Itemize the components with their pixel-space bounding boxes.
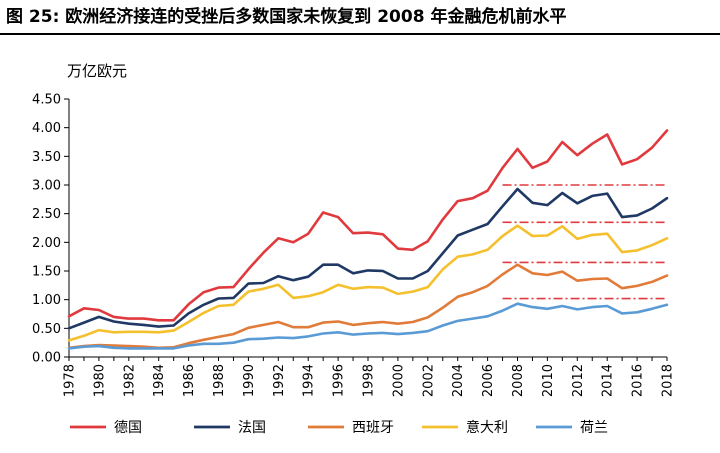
y-tick-label: 2.00: [32, 236, 61, 251]
x-tick-label: 2002: [421, 364, 436, 397]
y-tick-label: 0.50: [32, 322, 61, 337]
reference-lines: [502, 184, 667, 300]
x-tick-label: 1992: [272, 364, 287, 397]
series-lines: [67, 129, 669, 350]
y-tick-label: 1.50: [32, 265, 61, 280]
x-tick-label: 1978: [63, 364, 78, 397]
y-axis: 0.00 0.50 1.00 1.50 2.00 2.50 3.00 3.50 4.00 4.50: [32, 93, 70, 366]
x-tick-label: 2004: [451, 364, 466, 397]
series-line: [67, 224, 669, 342]
x-tick-label: 2006: [481, 364, 496, 397]
figure-title: 图 25: 欧洲经济接连的受挫后多数国家未恢复到 2008 年金融危机前水平: [6, 7, 567, 27]
line-chart: 万亿欧元 0.00 0.50 1.00 1.50 2.00 2.50 3.00 3.50 4.0…: [32, 62, 676, 436]
legend-label: 荷兰: [580, 420, 608, 436]
y-axis-unit-label: 万亿欧元: [67, 62, 127, 80]
x-tick-label: 1994: [302, 364, 317, 397]
legend: 德国 法国 西班牙 意大利 荷兰: [70, 419, 608, 436]
x-tick-label: 2012: [571, 364, 586, 397]
x-tick-label: 1984: [152, 364, 167, 397]
legend-label: 法国: [238, 420, 266, 436]
x-tick-label: 2000: [391, 364, 406, 397]
y-tick-label: 3.50: [32, 150, 61, 165]
x-tick-label: 1988: [212, 364, 227, 397]
x-tick-label: 1998: [362, 364, 377, 397]
x-tick-label: 2018: [661, 364, 676, 397]
x-tick-label: 1980: [92, 364, 107, 397]
y-tick-label: 4.50: [32, 93, 61, 108]
series-line: [67, 302, 669, 350]
x-tick-label: 2016: [631, 364, 646, 397]
title-divider: [0, 33, 720, 35]
x-tick-label: 1990: [242, 364, 257, 397]
y-tick-label: 2.50: [32, 207, 61, 222]
x-tick-label: 1986: [182, 364, 197, 397]
legend-label: 意大利: [466, 419, 508, 436]
y-tick-label: 1.00: [32, 293, 61, 308]
x-tick-label: 2010: [541, 364, 556, 397]
y-tick-label: 3.00: [32, 179, 61, 194]
x-tick-label: 2008: [511, 364, 526, 397]
series-line: [67, 263, 669, 350]
y-tick-label: 4.00: [32, 121, 61, 136]
y-tick-label: 0.00: [32, 351, 61, 366]
legend-label: 德国: [114, 420, 142, 436]
x-tick-label: 1982: [122, 364, 137, 397]
x-tick-label: 1996: [332, 364, 347, 397]
legend-label: 西班牙: [352, 420, 394, 436]
x-tick-label: 2014: [601, 364, 616, 397]
series-line: [67, 129, 669, 322]
x-axis: 1978 1980 1982 1984 1986 1988 1990 1992 1994 1996…: [63, 356, 676, 397]
series-line: [67, 187, 669, 330]
